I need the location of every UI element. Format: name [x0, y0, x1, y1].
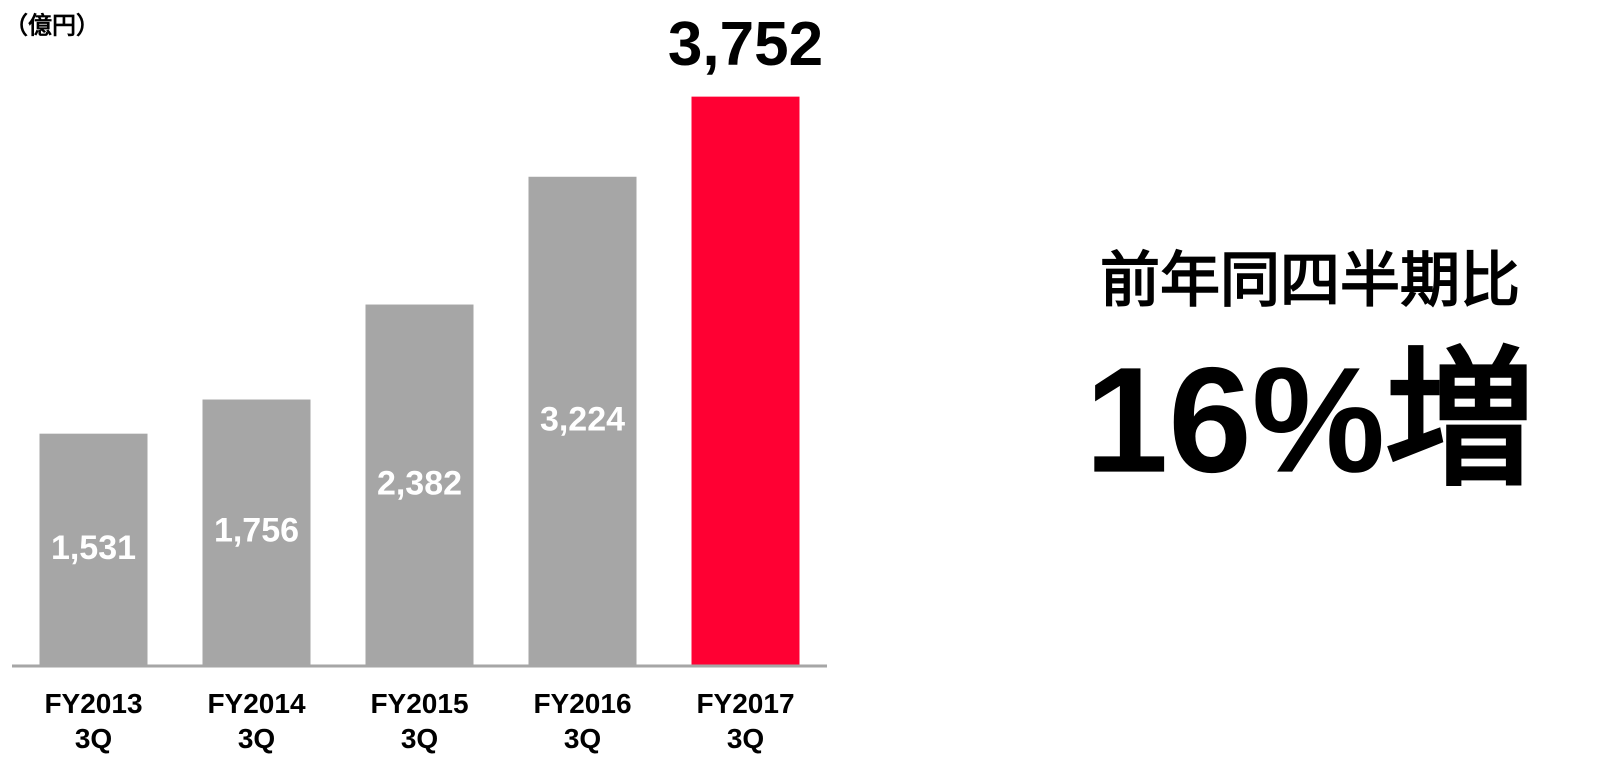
data-label: 1,531 [51, 529, 136, 567]
x-tick-label: FY2015 3Q [370, 688, 469, 754]
bar [365, 304, 474, 666]
x-tick-label: FY2013 3Q [44, 688, 143, 754]
bar [691, 96, 800, 666]
data-label: 2,382 [377, 464, 462, 502]
annotation: 16%増 [1085, 336, 1535, 504]
bar [202, 399, 311, 666]
bar [39, 433, 148, 666]
x-tick-label: FY2014 3Q [207, 688, 306, 754]
data-label: 3,752 [668, 10, 823, 79]
x-tick-label: FY2017 3Q [696, 688, 795, 754]
unit-label: （億円） [4, 11, 100, 39]
data-label: 3,224 [540, 400, 625, 438]
bar [528, 176, 637, 666]
data-label: 1,756 [214, 512, 299, 550]
annotation: 前年同四半期比 [1100, 247, 1520, 314]
x-tick-label: FY2016 3Q [533, 688, 632, 754]
